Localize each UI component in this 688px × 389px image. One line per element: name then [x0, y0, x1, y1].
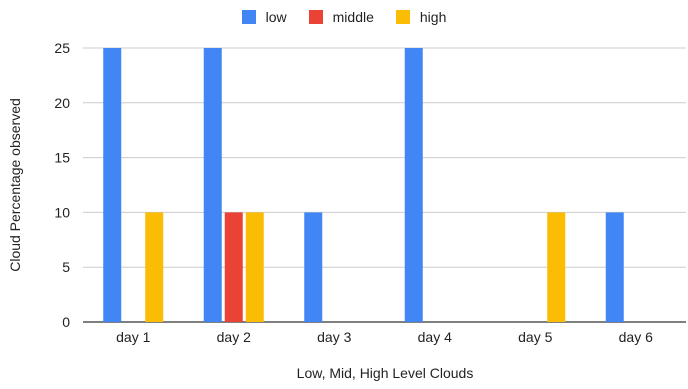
- y-tick-label: 25: [54, 40, 70, 56]
- legend-label-middle: middle: [332, 9, 374, 25]
- bar-low-day-2[interactable]: [203, 48, 222, 322]
- bars: [103, 48, 624, 322]
- x-tick-label: day 2: [217, 329, 251, 345]
- legend-swatch-high: [395, 10, 410, 24]
- legend-item-low[interactable]: low: [241, 9, 287, 25]
- y-tick-label: 5: [62, 259, 70, 275]
- bar-middle-day-2[interactable]: [224, 212, 243, 322]
- gridlines: [83, 47, 686, 323]
- legend-swatch-middle: [308, 10, 323, 24]
- legend-item-high[interactable]: high: [395, 9, 447, 25]
- axes: 0 5 10 15 20 25 day 1 day 2 day 3 day 4 day 5 day 6: [54, 40, 653, 345]
- legend: low middle high: [0, 6, 688, 28]
- bar-high-day-1[interactable]: [145, 212, 164, 322]
- bar-low-day-3[interactable]: [304, 212, 323, 322]
- y-tick-label: 0: [62, 314, 70, 330]
- y-tick-label: 10: [54, 204, 70, 220]
- x-tick-label: day 3: [317, 329, 351, 345]
- x-tick-label: day 4: [418, 329, 452, 345]
- legend-item-middle[interactable]: middle: [308, 9, 374, 25]
- y-axis-title: Cloud Percentage observed: [7, 98, 23, 272]
- x-tick-label: day 5: [518, 329, 552, 345]
- y-tick-label: 20: [54, 95, 70, 111]
- bar-high-day-2[interactable]: [245, 212, 264, 322]
- bar-high-day-5[interactable]: [547, 212, 566, 322]
- legend-swatch-low: [241, 10, 256, 24]
- bar-low-day-1[interactable]: [103, 48, 122, 322]
- x-tick-label: day 6: [619, 329, 653, 345]
- legend-label-high: high: [419, 9, 447, 25]
- bar-low-day-4[interactable]: [404, 48, 423, 322]
- y-tick-label: 15: [54, 150, 70, 166]
- bar-low-day-6[interactable]: [605, 212, 624, 322]
- x-tick-label: day 1: [116, 329, 150, 345]
- legend-label-low: low: [265, 9, 287, 25]
- x-axis-title: Low, Mid, High Level Clouds: [297, 365, 474, 381]
